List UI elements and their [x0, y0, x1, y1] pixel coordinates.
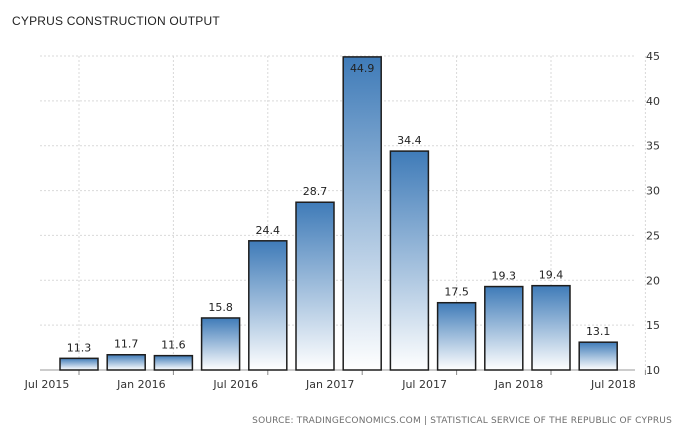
y-tick-label: 40 [646, 95, 660, 108]
bar [342, 56, 382, 371]
y-tick-label: 15 [646, 319, 660, 332]
data-label: 15.8 [208, 301, 233, 314]
bar [531, 284, 571, 371]
bar-series [59, 56, 618, 371]
y-tick-label: 45 [646, 50, 660, 63]
x-tick-label: Jul 2016 [212, 378, 258, 391]
bar [295, 201, 335, 371]
data-label: 28.7 [303, 185, 328, 198]
x-tick-label: Jan 2018 [494, 378, 543, 391]
grid-lines [40, 55, 646, 370]
data-label: 44.9 [350, 62, 375, 75]
bar [484, 285, 524, 371]
y-tick-label: 10 [646, 364, 660, 377]
x-axis: Jul 2015 Jan 2016 Jul 2016 Jan 2017 Jul 2017… [24, 369, 646, 391]
source-note: SOURCE: TRADINGECONOMICS.COM | STATISTIC… [252, 416, 672, 426]
y-tick-label: 35 [646, 140, 660, 153]
bar [578, 341, 618, 371]
bar [248, 240, 288, 371]
data-label: 13.1 [586, 325, 611, 338]
data-label: 19.3 [492, 270, 517, 283]
bar [59, 357, 99, 371]
chart-title: CYPRUS CONSTRUCTION OUTPUT [12, 14, 220, 28]
bar [436, 301, 477, 371]
y-tick-label: 20 [646, 274, 660, 287]
bar [106, 353, 146, 371]
x-tick-label: Jul 2017 [401, 378, 447, 391]
data-label: 34.4 [397, 134, 422, 147]
bar [200, 317, 241, 371]
data-label: 11.3 [67, 341, 92, 354]
bar [389, 150, 430, 371]
data-label: 24.4 [256, 224, 281, 237]
x-tick-label: Jan 2016 [116, 378, 165, 391]
data-label: 11.6 [161, 339, 186, 352]
data-label: 17.5 [444, 286, 469, 299]
data-label: 11.7 [114, 338, 139, 351]
x-tick-label: Jul 2015 [24, 378, 70, 391]
y-axis: 10 15 20 25 30 35 40 45 [646, 50, 660, 377]
y-tick-label: 25 [646, 229, 660, 242]
bar [153, 354, 194, 371]
x-tick-label: Jul 2018 [590, 378, 636, 391]
x-tick-label: Jan 2017 [305, 378, 354, 391]
data-labels: 11.3 11.7 11.6 15.8 24.4 28.7 44.9 34.4 17.5 19.3… [67, 62, 611, 354]
data-label: 19.4 [539, 269, 564, 282]
y-tick-label: 30 [646, 185, 660, 198]
